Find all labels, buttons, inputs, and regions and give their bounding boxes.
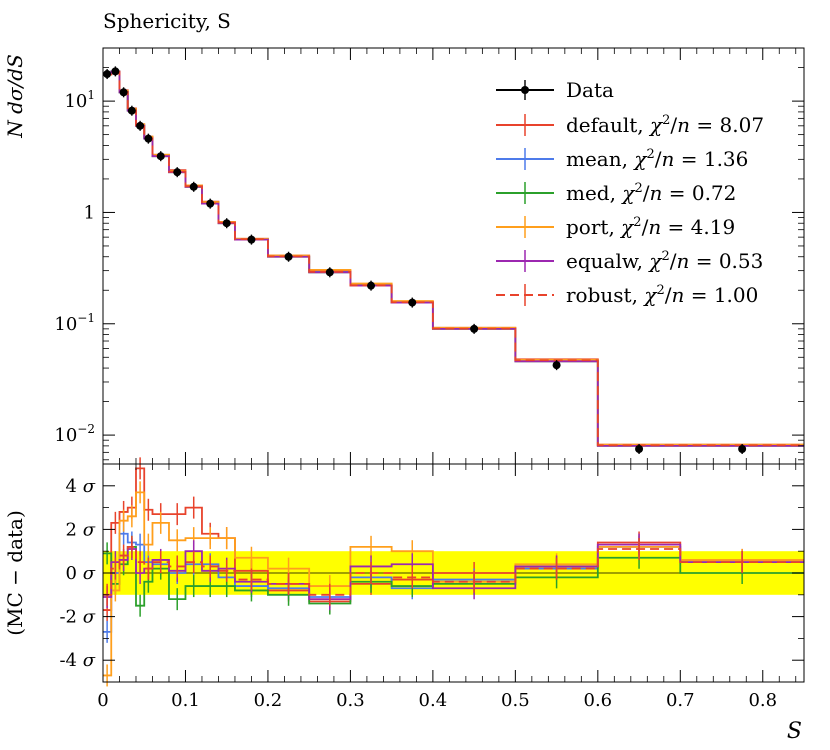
legend-entry-port: port, χ2/n = 4.19 (496, 215, 735, 239)
legend-entry-mean: mean, χ2/n = 1.36 (496, 147, 748, 171)
x-tick-label: 0.5 (501, 690, 530, 711)
ratio-series-layer (103, 457, 804, 687)
y-main-tick-label: 10−1 (54, 311, 95, 335)
data-point (136, 121, 145, 130)
y-ratio-tick-label: 0 σ (66, 563, 96, 584)
x-tick-label: 0.4 (419, 690, 448, 711)
x-tick-label: 0.6 (584, 690, 613, 711)
legend-entry-equalw: equalw, χ2/n = 0.53 (496, 249, 763, 273)
data-point (127, 106, 136, 115)
legend-entry-default: default, χ2/n = 8.07 (496, 113, 764, 137)
data-point (144, 134, 153, 143)
legend-label-equalw: equalw, χ2/n = 0.53 (566, 249, 763, 273)
x-tick-label: 0 (97, 690, 108, 711)
data-point (156, 152, 165, 161)
data-point (111, 67, 120, 76)
data-point (552, 361, 561, 370)
data-point (408, 298, 417, 307)
x-tick-label: 0.8 (748, 690, 777, 711)
x-tick-label: 0.1 (171, 690, 200, 711)
series-line-robust (103, 70, 804, 447)
data-point (103, 70, 112, 79)
data-point (119, 88, 128, 97)
legend-label-port: port, χ2/n = 4.19 (566, 215, 735, 239)
legend-label-med: med, χ2/n = 0.72 (566, 181, 736, 205)
y-ratio-tick-label: -2 σ (59, 607, 95, 628)
x-tick-label: 0.3 (336, 690, 365, 711)
legend-label-mean: mean, χ2/n = 1.36 (566, 147, 748, 171)
chart-title: Sphericity, S (103, 9, 231, 33)
data-point (173, 168, 182, 177)
y-main-tick-label: 10−2 (54, 422, 95, 446)
y-axis-label-main: N dσ/dS (3, 54, 27, 139)
legend-entry-data: Data (496, 78, 614, 102)
legend-label-robust: robust, χ2/n = 1.00 (566, 283, 758, 307)
data-point (247, 235, 256, 244)
data-point (284, 252, 293, 261)
main-series-layer (103, 66, 804, 455)
legend-swatch-data-marker (521, 86, 529, 94)
x-tick-label: 0.7 (666, 690, 695, 711)
data-point (222, 219, 231, 228)
data-point (738, 445, 747, 454)
legend: Data default, χ2/n = 8.07 mean, χ2/n = 1.3… (496, 78, 764, 307)
y-ratio-tick-label: -4 σ (59, 650, 95, 671)
legend-entry-robust: robust, χ2/n = 1.00 (496, 283, 758, 307)
legend-label-default: default, χ2/n = 8.07 (566, 113, 764, 137)
data-point (635, 445, 644, 454)
ratio-plot-frame (102, 463, 805, 683)
y-ratio-tick-label: 4 σ (66, 476, 96, 497)
pull-line-mean (103, 532, 804, 633)
data-point (470, 324, 479, 333)
data-point (367, 281, 376, 290)
x-axis-label: S (787, 719, 802, 744)
legend-label-data: Data (566, 78, 614, 102)
y-main-tick-label: 101 (64, 88, 95, 112)
y-axis-label-ratio: (MC − data) (3, 510, 27, 636)
data-point (189, 182, 198, 191)
legend-entry-med: med, χ2/n = 0.72 (496, 181, 736, 205)
data-point (325, 268, 334, 277)
y-main-tick-label: 1 (84, 202, 95, 223)
data-point (206, 199, 215, 208)
y-ratio-tick-label: 2 σ (66, 519, 96, 540)
x-tick-label: 0.2 (254, 690, 283, 711)
